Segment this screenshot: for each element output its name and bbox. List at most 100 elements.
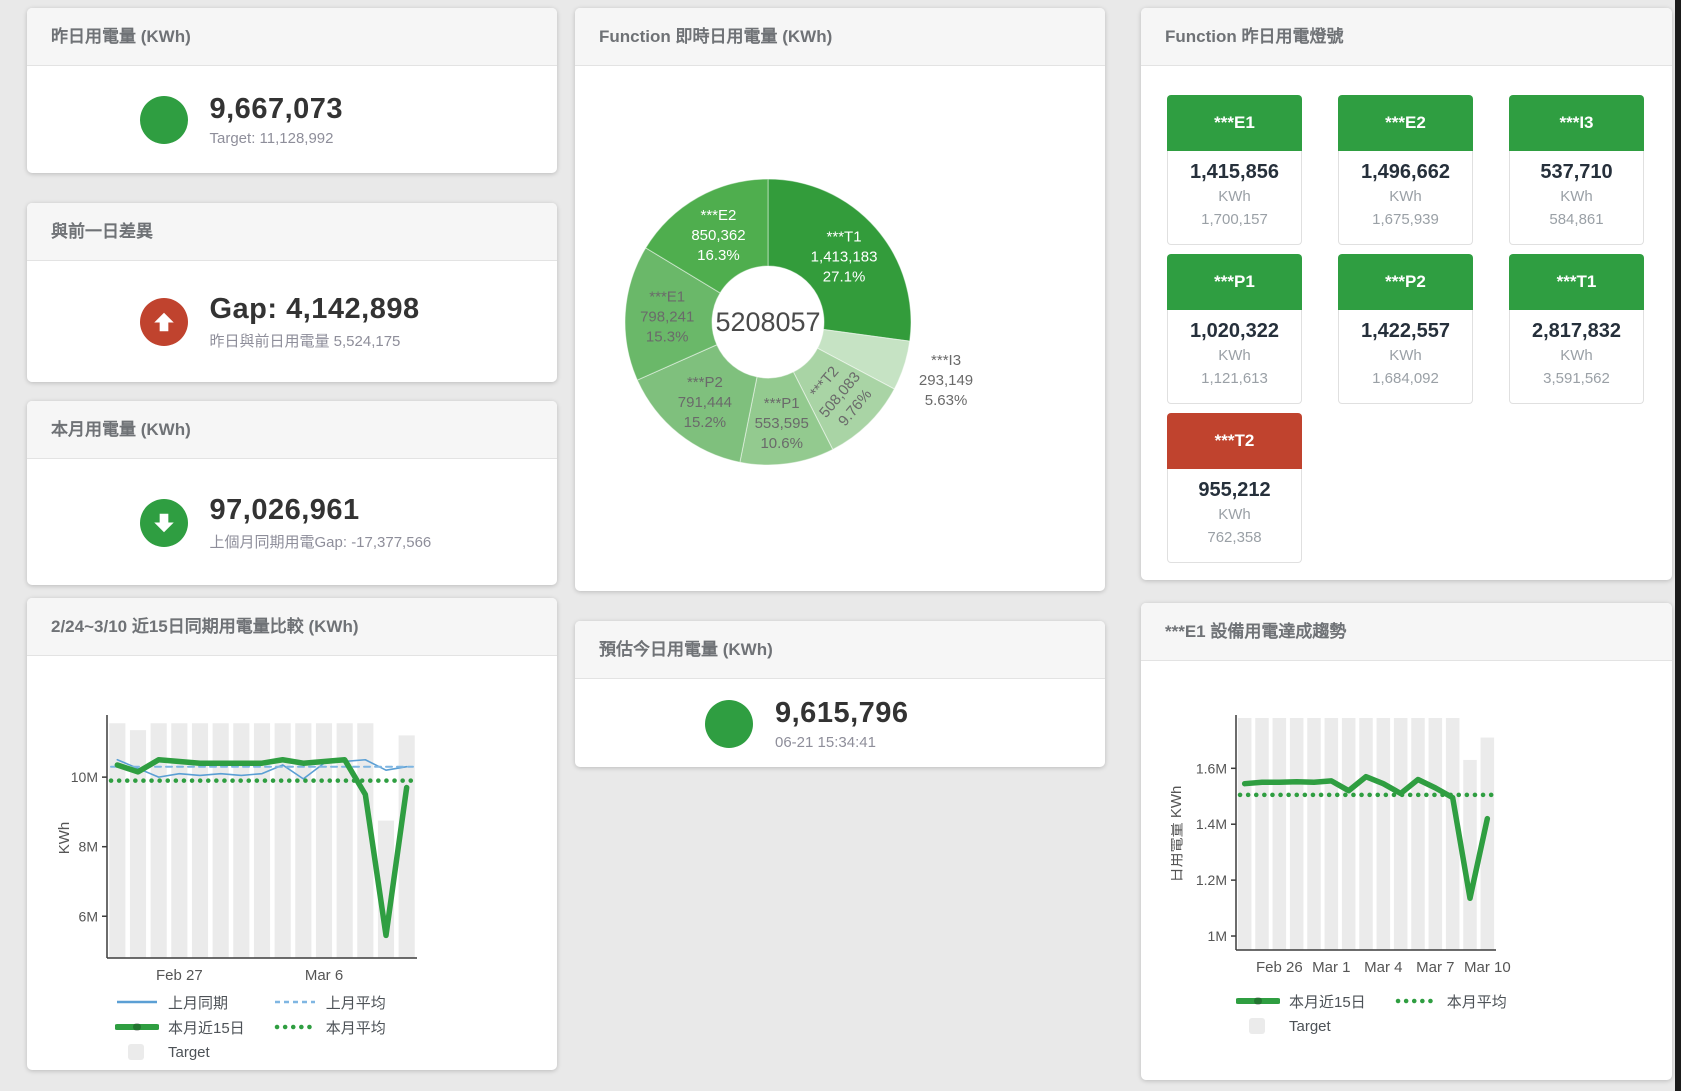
arrow-down-icon [139,498,188,547]
tile-value: 1,020,322 [1190,320,1279,342]
legend-swatch-icon [117,1000,157,1004]
stat-row: Gap: 4,142,898 昨日與前日用電量 5,524,175 [27,261,557,383]
panel-title: Function 即時日用電量 (KWh) [575,8,1105,66]
tile-equipment-label: ***P2 [1338,254,1473,310]
tile-equipment-label: ***E1 [1167,95,1302,151]
legend-label: Target [168,1043,210,1061]
legend-swatch-icon [115,1023,159,1031]
legend-swatch-icon [274,1024,315,1030]
legend-label: 本月平均 [325,1019,386,1037]
svg-text:KWh: KWh [56,822,73,855]
stat-subtitle: Target: 11,128,992 [209,130,334,147]
scrollbar[interactable] [1675,0,1681,1091]
legend-item: 本月近15日 [1236,990,1366,1012]
status-tile: ***P1 1,020,322 KWh 1,121,613 [1167,254,1302,404]
legend-label: 上月同期 [168,994,229,1012]
stat-value: 9,615,796 [775,696,909,729]
stat-row: 9,667,073 Target: 11,128,992 [27,66,557,174]
status-tile-grid: ***E1 1,415,856 KWh 1,700,157 ***E2 1,496,662… [1167,95,1644,563]
tile-equipment-label: ***E2 [1338,95,1473,151]
legend-item: 上月平均 [273,991,386,1013]
svg-text:10M: 10M [71,769,98,785]
svg-text:Mar 1: Mar 1 [1312,959,1350,976]
panel-title: 預估今日用電量 (KWh) [575,621,1105,679]
tile-target: 3,591,562 [1543,370,1610,387]
e1-trend-legend: 本月近15日 本月平均 Target [1236,990,1507,1037]
panel-estimate-today: 預估今日用電量 (KWh) 9,615,796 06-21 15:34:41 [575,621,1105,767]
panel-compare15-chart: 2/24~3/10 近15日同期用電量比較 (KWh) 6M 8M 10M Feb 2… [27,598,557,1070]
tile-body: 537,710 KWh 584,861 [1509,151,1644,245]
tile-value: 955,212 [1198,479,1271,501]
status-tile: ***E1 1,415,856 KWh 1,700,157 [1167,95,1302,245]
tile-unit: KWh [1389,347,1422,364]
svg-text:6M: 6M [79,908,98,924]
tile-unit: KWh [1218,506,1251,523]
compare15-legend: 上月同期 上月平均本月近15日 本月平均 Target [115,991,386,1063]
tile-target: 1,684,092 [1372,370,1439,387]
status-tile: ***T1 2,817,832 KWh 3,591,562 [1509,254,1644,404]
svg-text:日用電量 KWh: 日用電量 KWh [1171,786,1185,883]
panel-title: 2/24~3/10 近15日同期用電量比較 (KWh) [27,598,557,656]
stat-value: 97,026,961 [209,493,360,526]
legend-label: 本月近15日 [168,1019,245,1037]
tile-equipment-label: ***P1 [1167,254,1302,310]
panel-realtime-donut: Function 即時日用電量 (KWh) ***T1 1,413,183 27.1… [575,8,1105,591]
status-circle-icon [139,96,188,144]
tile-value: 1,415,856 [1190,161,1279,183]
panel-title: ***E1 設備用電達成趨勢 [1141,603,1672,661]
legend-swatch-icon [1249,1018,1265,1034]
tile-target: 1,700,157 [1201,211,1268,228]
status-tile: ***P2 1,422,557 KWh 1,684,092 [1338,254,1473,404]
legend-swatch-icon [1395,998,1436,1004]
status-circle-icon [705,699,753,748]
tile-equipment-label: ***I3 [1509,95,1644,151]
legend-swatch-icon [274,1000,315,1004]
panel-title: Function 昨日用電燈號 [1141,8,1672,66]
tile-value: 537,710 [1540,161,1613,183]
svg-text:1.4M: 1.4M [1196,816,1227,832]
legend-label: 本月近15日 [1289,993,1366,1011]
tile-body: 1,020,322 KWh 1,121,613 [1167,310,1302,404]
svg-text:5208057: 5208057 [715,307,820,337]
stat-value: 9,667,073 [209,93,344,125]
tile-target: 762,358 [1207,529,1262,546]
svg-text:1.2M: 1.2M [1196,872,1227,888]
panel-e1-trend-chart: ***E1 設備用電達成趨勢 1M 1.2M 1.4M 1.6M Feb 26 Mar 1… [1141,603,1672,1080]
tile-target: 1,675,939 [1372,211,1439,228]
legend-item: Target [1236,1015,1366,1037]
tile-unit: KWh [1218,347,1251,364]
realtime-donut-chart: ***T1 1,413,183 27.1% ***I3 293,149 5.63% ***T… [575,68,1105,593]
tile-value: 1,422,557 [1361,320,1450,342]
panel-status-lights: Function 昨日用電燈號 ***E1 1,415,856 KWh 1,700,1… [1141,8,1672,580]
tile-body: 1,496,662 KWh 1,675,939 [1338,151,1473,245]
tile-value: 1,496,662 [1361,161,1450,183]
svg-text:8M: 8M [79,839,98,855]
e1-trend-line-chart: 1M 1.2M 1.4M 1.6M Feb 26 Mar 1 Mar 4 Mar 7 Mar 1… [1168,710,1591,995]
stat-subtitle: 06-21 15:34:41 [775,733,876,751]
tile-unit: KWh [1218,188,1251,205]
tile-equipment-label: ***T1 [1509,254,1644,310]
legend-item: 上月同期 [115,991,245,1013]
svg-text:Mar 10: Mar 10 [1464,959,1511,976]
stat-row: 97,026,961 上個月同期用電Gap: -17,377,566 [27,459,557,586]
svg-text:Feb 26: Feb 26 [1256,959,1303,976]
legend-label: 本月平均 [1446,993,1507,1011]
legend-label: Target [1289,1017,1331,1035]
panel-month-usage: 本月用電量 (KWh) 97,026,961 上個月同期用電Gap: -17,3… [27,401,557,585]
stat-subtitle: 昨日與前日用電量 5,524,175 [209,333,401,350]
svg-text:Feb 27: Feb 27 [156,967,203,984]
tile-body: 1,415,856 KWh 1,700,157 [1167,151,1302,245]
tile-unit: KWh [1560,347,1593,364]
arrow-up-icon [139,298,188,346]
status-tile: ***E2 1,496,662 KWh 1,675,939 [1338,95,1473,245]
tile-equipment-label: ***T2 [1167,413,1302,469]
legend-item: 本月平均 [273,1016,386,1038]
legend-label: 上月平均 [325,994,386,1012]
tile-body: 1,422,557 KWh 1,684,092 [1338,310,1473,404]
